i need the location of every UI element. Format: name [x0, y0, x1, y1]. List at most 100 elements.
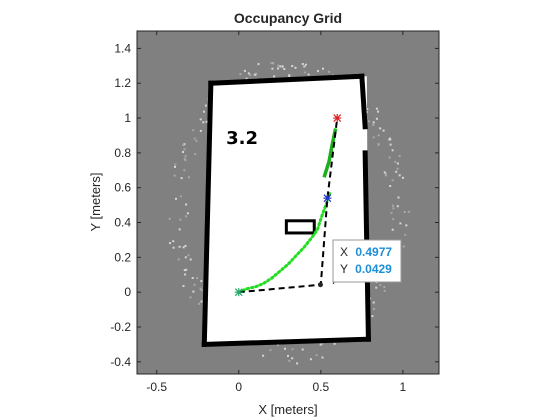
noise-cell — [396, 167, 399, 170]
free-space — [204, 76, 369, 345]
noise-cell — [389, 143, 392, 146]
x-tick-label: 0 — [235, 380, 242, 394]
noise-cell — [205, 120, 208, 123]
noise-cell — [303, 65, 306, 68]
noise-cell — [179, 195, 182, 198]
noise-cell — [366, 108, 369, 110]
y-tick-label: 0 — [124, 285, 131, 299]
noise-cell — [271, 67, 274, 70]
noise-cell — [173, 174, 176, 177]
x-axis-label: X [meters] — [258, 402, 317, 417]
noise-cell — [317, 70, 319, 73]
noise-cell — [189, 258, 192, 261]
noise-cell — [291, 348, 294, 351]
noise-cell — [186, 212, 189, 215]
x-tick-label: -0.5 — [146, 380, 167, 394]
y-axis: -0.4 -0.2 0 0.2 0.4 0.6 0.8 1 1.2 1.4 — [110, 41, 439, 369]
noise-cell — [288, 74, 291, 77]
chart-title: Occupancy Grid — [234, 10, 342, 26]
noise-cell — [269, 349, 272, 352]
noise-cell — [377, 143, 380, 146]
wall-segment — [201, 80, 214, 347]
noise-cell — [199, 129, 202, 132]
noise-cell — [203, 110, 205, 113]
noise-cell — [195, 139, 198, 142]
noise-cell — [184, 155, 187, 158]
noise-cell — [271, 62, 274, 65]
noise-cell — [288, 359, 291, 362]
noise-cell — [174, 165, 176, 168]
noise-cell — [383, 289, 386, 292]
traveled-path-dotted — [237, 189, 333, 294]
noise-cell — [184, 273, 187, 276]
noise-cell — [254, 73, 257, 76]
noise-cell — [200, 300, 203, 303]
y-tick-label: 0.8 — [114, 146, 131, 160]
noise-cell — [277, 64, 280, 67]
traveled-path-solid — [322, 128, 338, 178]
noise-cell — [183, 143, 186, 146]
noise-cell — [375, 286, 378, 289]
noise-cell — [372, 123, 375, 126]
noise-cell — [388, 156, 391, 159]
noise-cell — [372, 136, 375, 139]
path-series — [237, 117, 339, 294]
noise-cell — [183, 157, 186, 160]
noise-cell — [281, 65, 284, 68]
datatip-x-label: X — [340, 245, 348, 259]
noise-cell — [193, 283, 196, 286]
noise-cell — [179, 218, 182, 221]
noise-cell — [394, 160, 397, 163]
noise-cell — [283, 68, 286, 70]
noise-cell — [321, 356, 324, 359]
noise-cell — [168, 217, 171, 220]
planned-path-dashed — [238, 117, 339, 294]
noise-cell — [178, 245, 181, 248]
noise-cell — [405, 224, 408, 227]
noise-cell — [270, 62, 273, 64]
goal-marker — [333, 114, 342, 123]
noise-cell — [407, 210, 410, 213]
noise-cell — [373, 308, 375, 310]
noise-cell — [187, 176, 190, 179]
noise-cell — [296, 362, 299, 365]
noise-cell — [372, 301, 375, 304]
noise-cell — [391, 179, 394, 182]
datatip[interactable]: X 0.4977 Y 0.0429 — [332, 239, 402, 285]
noise-cell — [307, 73, 310, 76]
noise-cell — [175, 197, 177, 200]
noise-cell — [392, 204, 394, 207]
noise-cell — [183, 269, 186, 272]
noise-cell — [309, 358, 312, 361]
datatip-y-value: 0.0429 — [355, 262, 392, 276]
y-tick-label: 1.4 — [114, 41, 131, 55]
noise-cell — [257, 63, 260, 66]
noise-cell — [279, 65, 282, 68]
noise-cell — [371, 315, 374, 318]
noise-cell — [199, 118, 202, 121]
y-tick-label: 0.2 — [114, 250, 131, 264]
datatip-x-row: X 0.4977 — [340, 245, 392, 259]
noise-cell — [174, 163, 177, 166]
plot-area[interactable]: 3.2 — [136, 30, 440, 375]
noise-cell — [383, 171, 386, 174]
noise-cell — [390, 211, 393, 214]
wall-segment — [208, 73, 365, 86]
noise-cell — [200, 280, 203, 283]
noise-cell — [183, 148, 186, 151]
noise-cell — [182, 144, 185, 147]
x-axis: -0.5 0 0.5 1 — [146, 31, 407, 394]
noise-cell — [392, 207, 395, 210]
selected-point[interactable] — [317, 282, 323, 288]
noise-cell — [303, 71, 306, 74]
noise-cell — [200, 289, 203, 291]
noise-cell — [291, 357, 294, 360]
obstacle-label: 3.2 — [226, 128, 258, 149]
noise-cell — [379, 127, 382, 130]
noise-cell — [262, 354, 265, 357]
y-tick-label: 0.4 — [114, 216, 131, 230]
obstacle-box — [284, 219, 316, 235]
noise-cell — [284, 347, 286, 350]
noise-cell — [398, 174, 401, 177]
